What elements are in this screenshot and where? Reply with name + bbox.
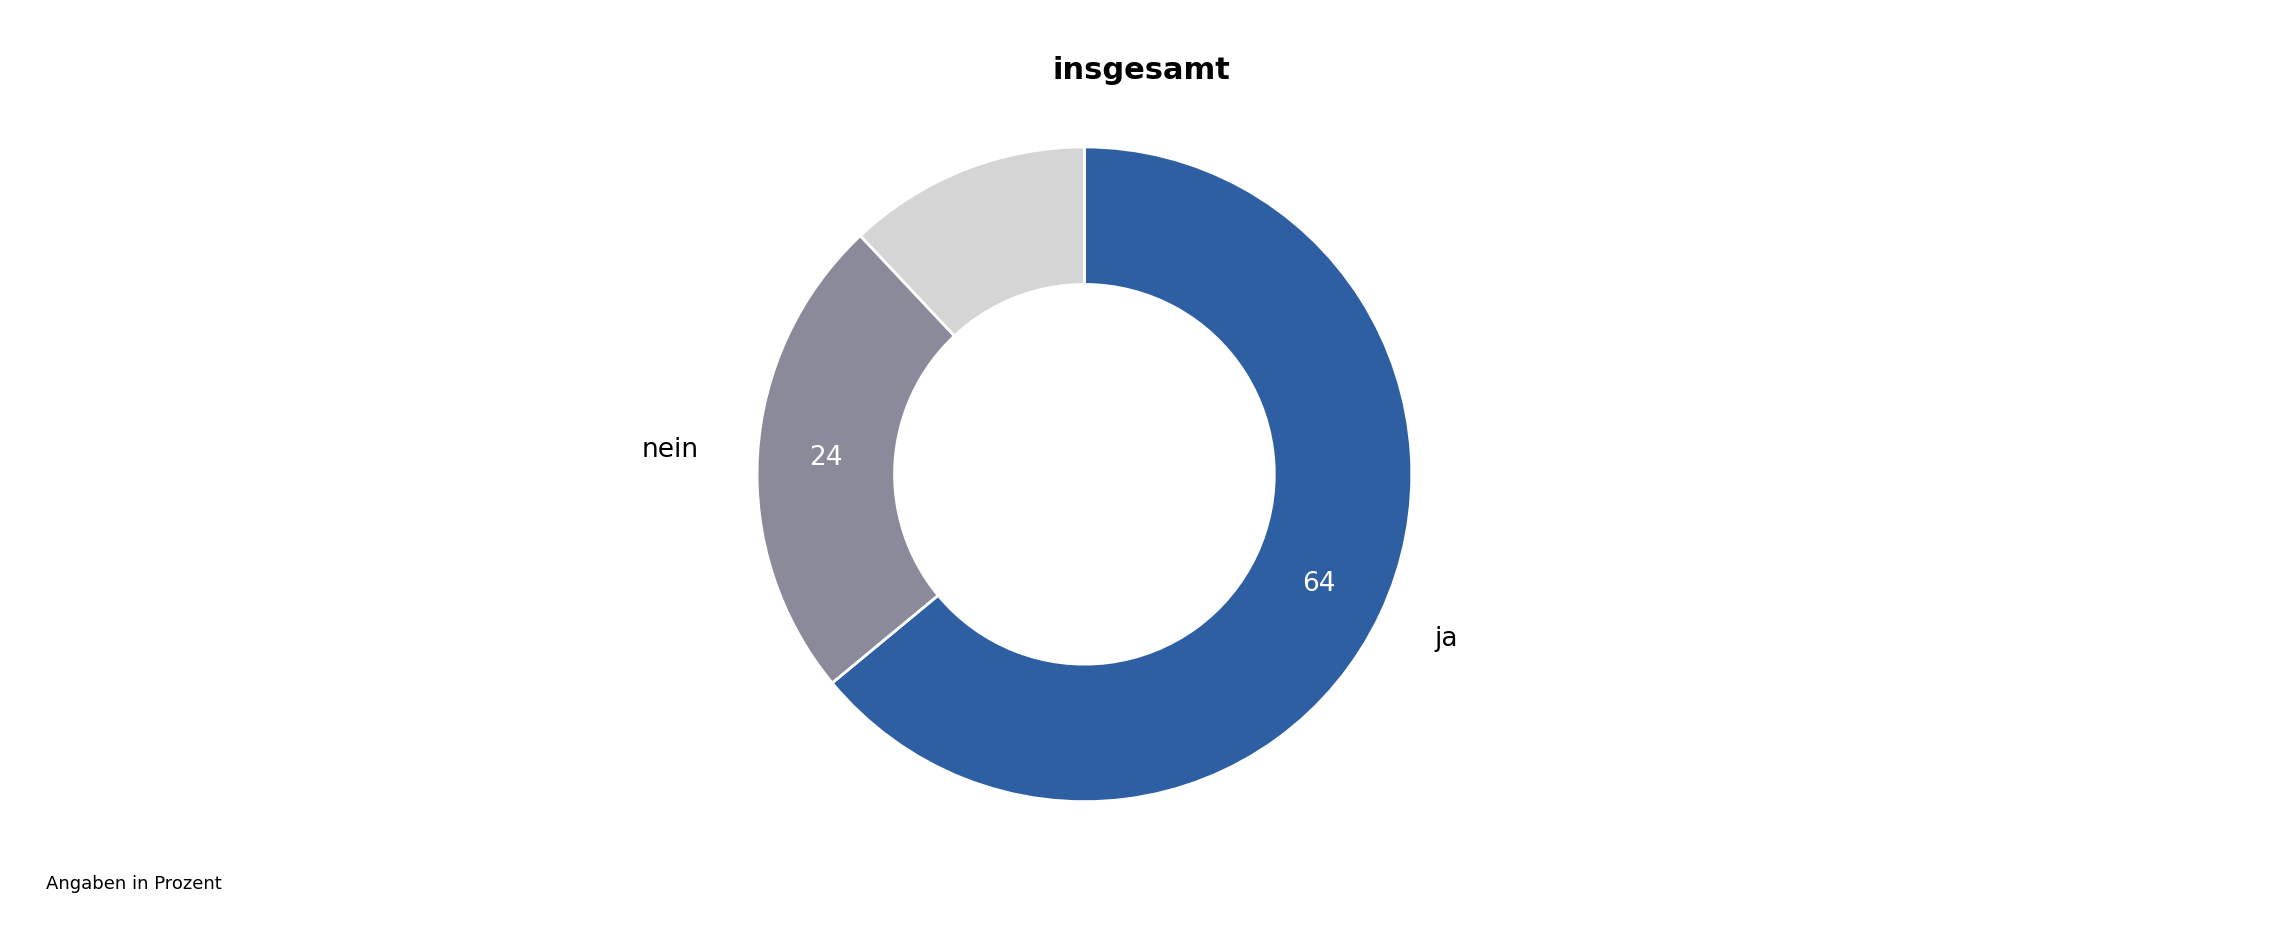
Text: nein: nein: [642, 437, 699, 463]
Text: insgesamt: insgesamt: [1052, 56, 1231, 85]
Text: 24: 24: [810, 445, 842, 472]
Wedge shape: [833, 147, 1411, 802]
Text: 64: 64: [1301, 571, 1336, 597]
Text: ja: ja: [1434, 626, 1457, 652]
Text: Angaben in Prozent: Angaben in Prozent: [46, 875, 221, 893]
Wedge shape: [758, 235, 954, 683]
Wedge shape: [861, 147, 1084, 336]
